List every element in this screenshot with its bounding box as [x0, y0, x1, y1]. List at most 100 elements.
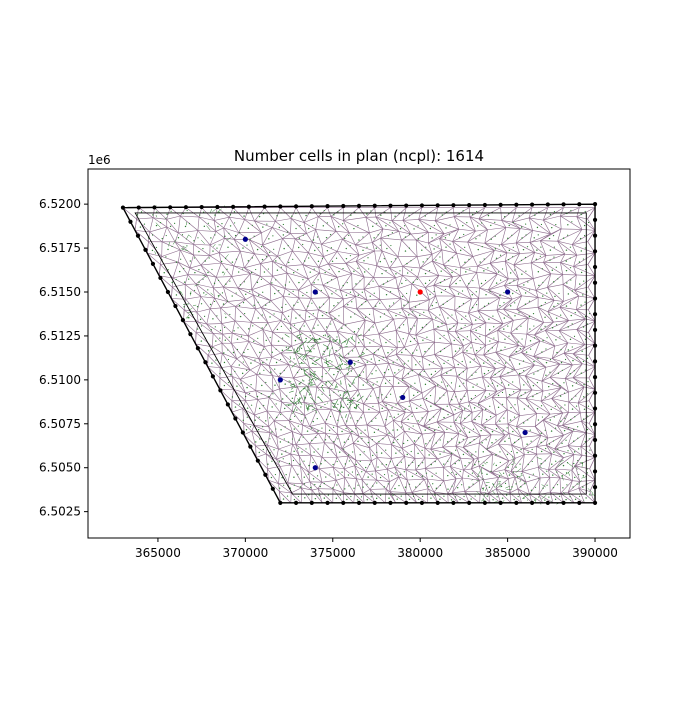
centroid-dot — [239, 305, 240, 306]
centroid-dot — [299, 463, 300, 464]
centroid-dot — [280, 441, 281, 442]
centroid-dot — [582, 486, 583, 487]
centroid-dot — [443, 335, 444, 336]
centroid-dot — [313, 478, 314, 479]
centroid-dot — [279, 487, 280, 488]
centroid-dot — [455, 409, 456, 410]
centroid-dot — [508, 438, 509, 439]
centroid-dot — [404, 363, 405, 364]
centroid-dot — [237, 349, 238, 350]
centroid-dot — [156, 247, 157, 248]
centroid-dot — [220, 330, 221, 331]
centroid-dot — [275, 474, 276, 475]
centroid-dot — [559, 336, 560, 337]
centroid-dot — [544, 326, 545, 327]
centroid-dot — [519, 464, 520, 465]
centroid-dot — [414, 383, 415, 384]
centroid-dot — [217, 226, 218, 227]
centroid-dot — [218, 280, 219, 281]
centroid-dot — [304, 483, 305, 484]
centroid-dot — [430, 395, 431, 396]
centroid-dot — [574, 416, 575, 417]
centroid-dot — [364, 451, 365, 452]
centroid-dot — [241, 336, 242, 337]
centroid-dot — [348, 439, 349, 440]
centroid-dot — [324, 210, 325, 211]
boundary-vertex — [128, 220, 132, 224]
boundary-vertex — [436, 501, 440, 505]
centroid-dot — [497, 496, 498, 497]
centroid-dot — [313, 239, 314, 240]
centroid-dot — [532, 396, 533, 397]
centroid-dot — [293, 451, 294, 452]
boundary-vertex — [404, 501, 408, 505]
centroid-dot — [244, 313, 245, 314]
centroid-dot — [422, 475, 423, 476]
centroid-dot — [398, 485, 399, 486]
centroid-dot — [564, 430, 565, 431]
centroid-dot — [234, 222, 235, 223]
centroid-dot — [457, 487, 458, 488]
centroid-dot — [345, 463, 346, 464]
centroid-dot — [330, 323, 331, 324]
centroid-dot — [494, 374, 495, 375]
boundary-vertex — [420, 203, 424, 207]
centroid-dot — [348, 485, 349, 486]
centroid-dot — [398, 382, 399, 383]
centroid-dot — [510, 407, 511, 408]
centroid-dot — [483, 498, 484, 499]
centroid-dot — [388, 369, 389, 370]
centroid-dot — [285, 304, 286, 305]
boundary-vertex — [593, 218, 597, 222]
centroid-dot — [229, 280, 230, 281]
centroid-dot — [281, 267, 282, 268]
y-tick-label: 6.5150 — [39, 285, 81, 299]
centroid-dot — [570, 279, 571, 280]
centroid-dot — [541, 433, 542, 434]
centroid-dot — [259, 373, 260, 374]
centroid-dot — [286, 347, 287, 348]
centroid-dot — [445, 237, 446, 238]
centroid-dot — [555, 499, 556, 500]
centroid-dot — [249, 393, 250, 394]
centroid-dot — [570, 303, 571, 304]
centroid-dot — [476, 304, 477, 305]
centroid-dot — [498, 360, 499, 361]
centroid-dot — [533, 313, 534, 314]
centroid-dot — [421, 250, 422, 251]
centroid-dot — [348, 454, 349, 455]
centroid-dot — [564, 418, 565, 419]
centroid-dot — [419, 483, 420, 484]
centroid-dot — [407, 454, 408, 455]
boundary-vertex — [211, 374, 215, 378]
centroid-dot — [384, 258, 385, 259]
centroid-dot — [323, 335, 324, 336]
centroid-dot — [587, 323, 588, 324]
centroid-dot — [495, 454, 496, 455]
centroid-dot — [493, 326, 494, 327]
centroid-dot — [294, 485, 295, 486]
centroid-dot — [385, 450, 386, 451]
centroid-dot — [357, 268, 358, 269]
centroid-dot — [408, 428, 409, 429]
centroid-dot — [472, 214, 473, 215]
centroid-dot — [337, 474, 338, 475]
boundary-vertex — [530, 203, 534, 207]
y-tick-label: 6.5075 — [39, 417, 81, 431]
centroid-dot — [542, 488, 543, 489]
centroid-dot — [266, 359, 267, 360]
centroid-dot — [401, 462, 402, 463]
centroid-dot — [455, 396, 456, 397]
centroid-dot — [376, 452, 377, 453]
centroid-dot — [253, 341, 254, 342]
boundary-vertex — [158, 276, 162, 280]
centroid-dot — [387, 281, 388, 282]
centroid-dot — [367, 361, 368, 362]
centroid-dot — [447, 317, 448, 318]
boundary-vertex — [226, 402, 230, 406]
centroid-dot — [350, 245, 351, 246]
centroid-dot — [364, 271, 365, 272]
centroid-dot — [525, 303, 526, 304]
centroid-dot — [243, 215, 244, 216]
boundary-vertex — [593, 344, 597, 348]
